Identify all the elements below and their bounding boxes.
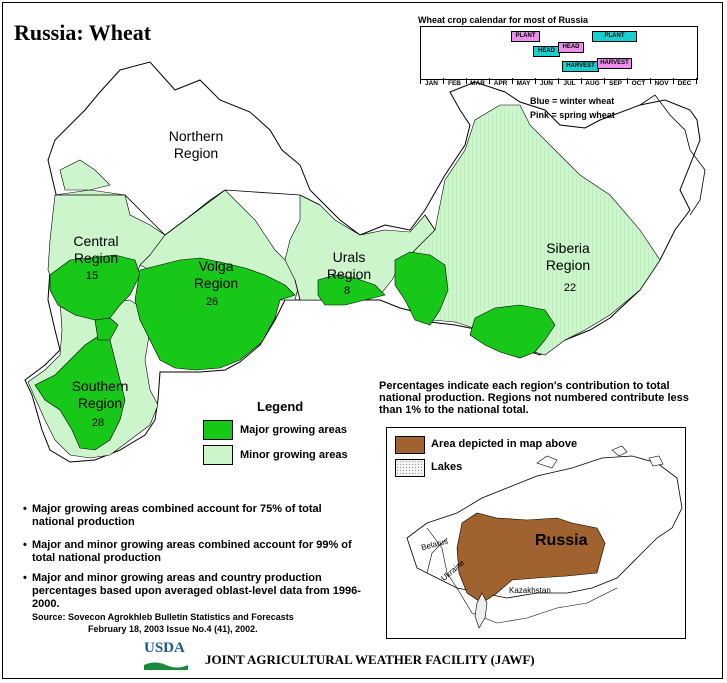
calendar-month-tick [466, 78, 467, 84]
inset-locator-map: Area depicted in map above Lakes Russia … [386, 427, 686, 639]
source-line: Source: Sovecon Agrokhleb Bulletin Stati… [32, 612, 294, 622]
calendar-title: Wheat crop calendar for most of Russia [418, 15, 589, 25]
region-number-urals: 8 [343, 285, 351, 297]
region-label-volga: Volga Region [180, 258, 252, 292]
percentage-note: Percentages indicate each region's contr… [379, 380, 689, 416]
usda-logo-text: USDA [144, 640, 185, 656]
inset-arctic-islands [536, 445, 664, 469]
region-boundaries [55, 189, 436, 301]
bullet-item: Major and minor growing areas and countr… [23, 572, 362, 611]
inset-legend-lakes: Lakes [431, 461, 463, 473]
inset-label-russia: Russia [535, 532, 588, 549]
calendar-month-label: MAR [470, 80, 485, 87]
region-name-line1: Siberia [546, 240, 590, 256]
legend-label-minor: Minor growing areas [240, 449, 348, 461]
region-number-central: 15 [85, 270, 99, 282]
region-name-line1: Northern [168, 128, 224, 144]
calendar-month-label: NOV [654, 80, 669, 87]
calendar-month-label: APR [493, 80, 508, 87]
inset-caspian-lake [474, 592, 488, 629]
inset-legend-swatch-lakes [395, 459, 425, 477]
map-title: Russia: Wheat [14, 20, 152, 45]
region-number-southern: 28 [91, 417, 105, 429]
calendar-month-tick [558, 78, 559, 84]
region-number-volga: 26 [205, 296, 219, 308]
southern-major-area [34, 334, 126, 451]
urals-major-area [317, 274, 386, 306]
central-major-area [49, 254, 141, 321]
calendar-month-label: SEP [608, 80, 622, 87]
siberia-major-area-west [394, 251, 449, 326]
calendar-month-tick [650, 78, 651, 84]
calendar-month-tick [420, 78, 421, 84]
calendar-month-tick [696, 78, 697, 84]
usda-logo-field-icon [144, 662, 188, 670]
calendar-month-label: JUN [539, 80, 553, 87]
calendar-bar-head-winter: HEAD [533, 46, 560, 57]
calendar-bar-plant-winter: PLANT [592, 31, 637, 42]
region-label-siberia: Siberia Region [532, 240, 604, 274]
region-label-northern: Northern Region [160, 128, 232, 162]
region-name-line1: Volga [198, 258, 234, 274]
inset-legend-area: Area depicted in map above [431, 438, 578, 450]
calendar-note-blue: Blue = winter wheat [530, 96, 615, 106]
bullet-item: Major and minor growing areas combined a… [23, 539, 362, 565]
inset-depicted-area [456, 512, 606, 604]
bullet-item: Major growing areas combined account for… [23, 503, 362, 529]
region-name-line1: Central [73, 233, 119, 249]
calendar-month-tick [535, 78, 536, 84]
region-name-line2: Region [193, 275, 239, 291]
calendar-bar-harvest-spring: HARVEST [597, 58, 632, 69]
region-name-line2: Region [77, 395, 123, 411]
region-name-line1: Urals [332, 249, 366, 265]
calendar-note-pink: Pink = spring wheat [530, 110, 615, 120]
calendar-month-tick [443, 78, 444, 84]
calendar-month-tick [627, 78, 628, 84]
region-label-southern: Southern Region [62, 378, 138, 412]
calendar-month-tick [604, 78, 605, 84]
region-label-urals: Urals Region [318, 249, 380, 283]
calendar-month-label: FEB [448, 80, 461, 87]
region-label-central: Central Region [60, 233, 132, 267]
legend-swatch-minor [203, 445, 233, 465]
region-name-line2: Region [173, 145, 219, 161]
calendar-month-label: MAY [516, 80, 531, 87]
usda-logo: USDA [144, 640, 188, 670]
calendar-bar-head-spring: HEAD [558, 42, 584, 53]
calendar-month-label: JAN [424, 80, 438, 87]
calendar-month-label: DEC [677, 80, 692, 87]
calendar-month-label: JUL [563, 80, 576, 87]
volga-major-area [134, 257, 296, 371]
calendar-bar-plant-spring: PLANT [511, 31, 540, 42]
southern-major-area-north [94, 317, 119, 341]
calendar-month-label: OCT [631, 80, 646, 87]
region-name-line2: Region [545, 257, 591, 273]
facility-name: JOINT AGRICULTURAL WEATHER FACILITY (JAW… [205, 652, 535, 667]
inset-label-kazakhstan: Kazakhstan [509, 586, 551, 595]
legend-title: Legend [257, 399, 304, 414]
calendar-month-tick [673, 78, 674, 84]
calendar-month-tick [581, 78, 582, 84]
source-line-2: February 18, 2003 Issue No.4 (41), 2002. [88, 624, 258, 634]
northern-minor-patch [59, 159, 111, 191]
siberia-major-area-south [469, 304, 556, 359]
inset-map-drawing [406, 445, 683, 629]
region-name-line2: Region [73, 250, 119, 266]
region-name-line2: Region [326, 266, 372, 282]
region-name-line1: Southern [71, 378, 129, 394]
legend-swatch-major [203, 420, 233, 440]
legend-label-major: Major growing areas [240, 424, 347, 436]
region-number-siberia: 22 [563, 282, 577, 294]
calendar-month-tick [512, 78, 513, 84]
calendar-month-tick [489, 78, 490, 84]
eastern-coast [639, 94, 706, 216]
calendar-month-label: AUG [585, 80, 600, 87]
inset-legend-swatch-area [395, 436, 425, 454]
calendar-bar-harvest-winter: HARVEST [562, 61, 599, 72]
